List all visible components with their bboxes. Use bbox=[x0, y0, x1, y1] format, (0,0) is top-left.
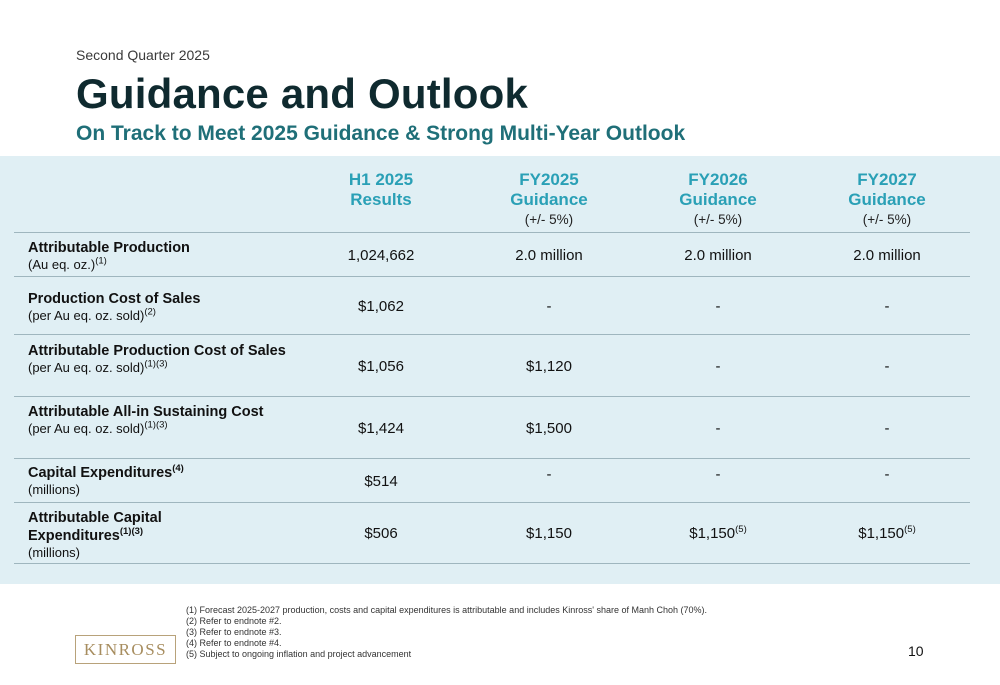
column-header-line3: (+/- 5%) bbox=[862, 212, 912, 227]
column-header-fy2025: FY2025 Guidance (+/- 5%) bbox=[469, 170, 629, 228]
row-sublabel-sup: (2) bbox=[144, 306, 156, 318]
column-header-line1: H1 2025 bbox=[348, 170, 414, 189]
row-label: Attributable Production (Au eq. oz.)(1) bbox=[28, 239, 298, 273]
cell-fy2027: - bbox=[884, 420, 890, 437]
row-label-sup: (4) bbox=[172, 463, 184, 475]
cell-fy2027: - bbox=[884, 298, 890, 315]
row-label: Attributable Production Cost of Sales (p… bbox=[28, 342, 288, 376]
cell-h1-2025: $1,056 bbox=[358, 358, 404, 375]
row-label: Capital Expenditures(4) (millions) bbox=[28, 464, 298, 498]
footnote-5: (5) Subject to ongoing inflation and pro… bbox=[186, 649, 412, 659]
row-sublabel-sup: (1)(3) bbox=[144, 419, 168, 431]
cell-h1-2025: $514 bbox=[364, 473, 398, 490]
table-row-capital-expenditures: Capital Expenditures(4) (millions) $514 … bbox=[14, 458, 970, 503]
table-row-attributable-production-cost-of-sales: Attributable Production Cost of Sales (p… bbox=[14, 334, 970, 397]
cell-fy2026: - bbox=[715, 420, 721, 437]
table-row-attributable-production: Attributable Production (Au eq. oz.)(1) … bbox=[14, 232, 970, 277]
cell-h1-2025: $1,062 bbox=[358, 298, 404, 315]
cell-fy2025: $1,150 bbox=[526, 525, 572, 542]
section-kicker: Second Quarter 2025 bbox=[76, 47, 210, 63]
column-header-line1: FY2025 bbox=[519, 170, 579, 189]
column-header-line2: Guidance bbox=[848, 190, 926, 209]
footnote-4: (4) Refer to endnote #4. bbox=[186, 638, 282, 648]
guidance-table-panel bbox=[0, 156, 1000, 584]
column-header-line2: Results bbox=[350, 190, 412, 209]
cell-h1-2025: $1,424 bbox=[358, 420, 404, 437]
row-sublabel-sup: (1) bbox=[95, 255, 107, 267]
cell-fy2025: $1,120 bbox=[526, 358, 572, 375]
row-sublabel-text: (per Au eq. oz. sold) bbox=[28, 308, 145, 323]
cell-h1-2025: $506 bbox=[364, 525, 398, 542]
cell-fy2027: - bbox=[884, 466, 890, 483]
row-label-text: Production Cost of Sales bbox=[28, 291, 201, 307]
row-sublabel-sup: (1)(3) bbox=[144, 358, 168, 370]
column-header-line1: FY2026 bbox=[688, 170, 748, 189]
cell-h1-2025: 1,024,662 bbox=[347, 247, 415, 264]
footnotes: (1) Forecast 2025-2027 production, costs… bbox=[186, 605, 707, 660]
page-title: Guidance and Outlook bbox=[76, 70, 529, 117]
cell-fy2025: 2.0 million bbox=[515, 247, 583, 264]
row-label-text: Attributable Capital Expenditures bbox=[28, 510, 162, 544]
cell-fy2027: - bbox=[884, 358, 890, 375]
row-label: Production Cost of Sales (per Au eq. oz.… bbox=[28, 290, 298, 324]
page-number: 10 bbox=[908, 643, 924, 659]
page-subtitle: On Track to Meet 2025 Guidance & Strong … bbox=[76, 122, 686, 145]
column-header-line1: FY2027 bbox=[857, 170, 917, 189]
row-label-text: Attributable Production bbox=[28, 240, 190, 256]
row-sublabel-text: (per Au eq. oz. sold) bbox=[28, 360, 145, 375]
cell-fy2027: 2.0 million bbox=[853, 247, 921, 264]
cell-fy2026: $1,150(5) bbox=[689, 524, 747, 542]
row-label: Attributable Capital Expenditures(1)(3) … bbox=[28, 509, 228, 561]
row-label-text: Attributable Production Cost of Sales bbox=[28, 343, 286, 359]
logo-text: KINROSS bbox=[83, 639, 168, 659]
cell-fy2025: $1,500 bbox=[526, 420, 572, 437]
cell-fy2027: $1,150(5) bbox=[858, 524, 916, 542]
row-sublabel-text: (millions) bbox=[28, 545, 80, 560]
table-row-production-cost-of-sales: Production Cost of Sales (per Au eq. oz.… bbox=[14, 276, 970, 335]
table-row-attributable-aisc: Attributable All-in Sustaining Cost (per… bbox=[14, 396, 970, 459]
kinross-logo: KINROSS bbox=[75, 635, 176, 664]
table-row-attributable-capital-expenditures: Attributable Capital Expenditures(1)(3) … bbox=[14, 502, 970, 564]
footnote-1: (1) Forecast 2025-2027 production, costs… bbox=[186, 605, 708, 615]
footnote-2: (2) Refer to endnote #2. bbox=[186, 616, 282, 626]
column-header-fy2027: FY2027 Guidance (+/- 5%) bbox=[807, 170, 967, 228]
cell-fy2026: - bbox=[715, 358, 721, 375]
row-sublabel-text: (per Au eq. oz. sold) bbox=[28, 421, 145, 436]
row-label-text: Capital Expenditures bbox=[28, 465, 173, 481]
footnote-3: (3) Refer to endnote #3. bbox=[186, 627, 282, 637]
cell-fy2026: - bbox=[715, 298, 721, 315]
cell-fy2026: 2.0 million bbox=[684, 247, 752, 264]
row-label: Attributable All-in Sustaining Cost (per… bbox=[28, 403, 273, 437]
column-header-h1-2025: H1 2025 Results bbox=[301, 170, 461, 210]
row-sublabel-text: (Au eq. oz.) bbox=[28, 257, 96, 272]
column-header-line3: (+/- 5%) bbox=[693, 212, 743, 227]
cell-fy2025: - bbox=[546, 298, 552, 315]
row-sublabel-text: (millions) bbox=[28, 482, 80, 497]
column-header-line2: Guidance bbox=[679, 190, 757, 209]
column-header-fy2026: FY2026 Guidance (+/- 5%) bbox=[638, 170, 798, 228]
column-header-line2: Guidance bbox=[510, 190, 588, 209]
row-label-sup: (1)(3) bbox=[119, 526, 144, 538]
row-label-text: Attributable All-in Sustaining Cost bbox=[28, 404, 264, 420]
cell-fy2026: - bbox=[715, 466, 721, 483]
column-header-line3: (+/- 5%) bbox=[524, 212, 574, 227]
table-bottom-rule bbox=[14, 563, 970, 564]
cell-fy2025: - bbox=[546, 466, 552, 483]
